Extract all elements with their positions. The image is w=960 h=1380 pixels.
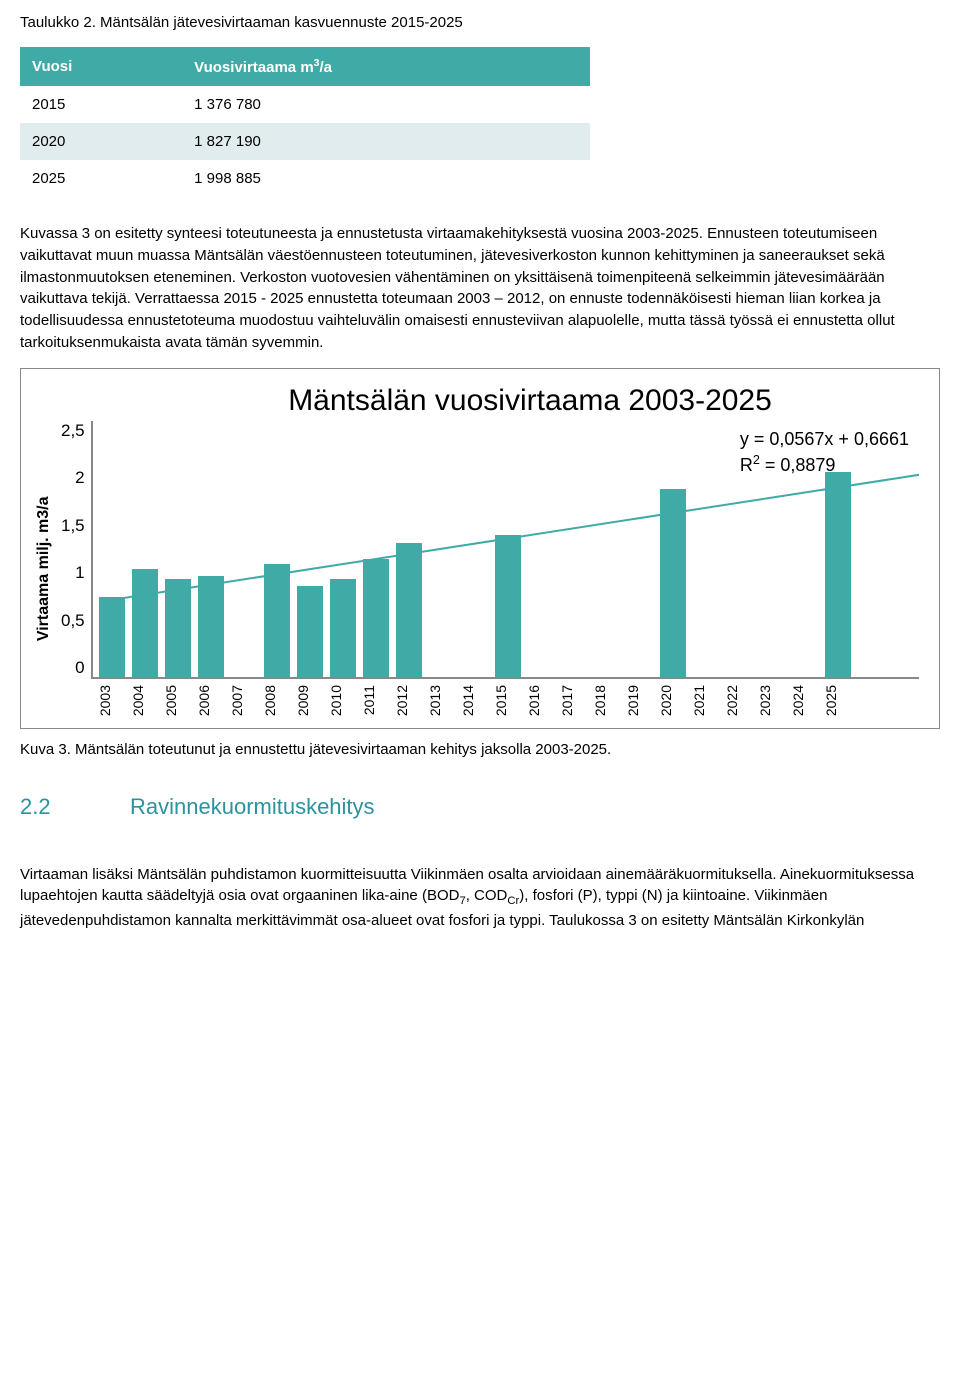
x-tick: 2015 — [493, 685, 519, 716]
trend-r2: R2 = 0,8879 — [740, 455, 836, 475]
chart-bar — [165, 579, 191, 676]
chart-bar — [297, 586, 323, 676]
chart-plot-area: y = 0,0567x + 0,6661 R2 = 0,8879 — [91, 421, 919, 679]
table-header-year: Vuosi — [20, 47, 182, 86]
table-row: 20251 998 885 — [20, 160, 590, 197]
trend-equation: y = 0,0567x + 0,6661 — [740, 429, 909, 449]
data-table: Vuosi Vuosivirtaama m3/a 20151 376 78020… — [20, 47, 590, 197]
chart-trend-annotation: y = 0,0567x + 0,6661 R2 = 0,8879 — [740, 427, 909, 478]
x-tick: 2017 — [559, 685, 585, 716]
x-tick: 2024 — [790, 685, 816, 716]
x-tick: 2012 — [394, 685, 420, 716]
figure-caption: Kuva 3. Mäntsälän toteutunut ja ennustet… — [20, 741, 940, 758]
chart-y-axis-label: Virtaama milj. m3/a — [31, 421, 57, 716]
chart-bar — [198, 576, 224, 676]
x-tick: 2014 — [460, 685, 486, 716]
x-tick: 2018 — [592, 685, 618, 716]
chart-x-ticks: 2003 2004 2005 2006 2007 2008 2009 2010 2011 2012… — [91, 685, 919, 716]
chart-bar — [660, 489, 686, 676]
table-cell-year: 2015 — [20, 86, 182, 123]
chart-bar — [132, 569, 158, 677]
x-tick: 2008 — [262, 685, 288, 716]
chart-y-ticks: 2,5 2 1,5 1 0,5 0 — [57, 421, 91, 679]
chart-bar — [99, 597, 125, 677]
x-tick: 2016 — [526, 685, 552, 716]
y-tick: 2 — [61, 468, 85, 488]
x-tick: 2003 — [97, 685, 123, 716]
x-tick: 2021 — [691, 685, 717, 716]
y-tick: 2,5 — [61, 421, 85, 441]
x-tick: 2011 — [361, 685, 387, 716]
y-tick: 0,5 — [61, 611, 85, 631]
chart-bar — [330, 579, 356, 676]
chart-bar — [363, 559, 389, 677]
table-cell-value: 1 998 885 — [182, 160, 590, 197]
table-caption: Taulukko 2. Mäntsälän jätevesivirtaaman … — [20, 12, 940, 33]
x-tick: 2025 — [823, 685, 849, 716]
body-paragraph-2: Virtaaman lisäksi Mäntsälän puhdistamon … — [20, 864, 940, 932]
chart-bar — [264, 564, 290, 677]
x-tick: 2009 — [295, 685, 321, 716]
x-tick: 2006 — [196, 685, 222, 716]
y-tick: 0 — [61, 658, 85, 678]
x-tick: 2019 — [625, 685, 651, 716]
y-tick: 1 — [61, 563, 85, 583]
chart-bar — [396, 543, 422, 676]
section-title: Ravinnekuormituskehitys — [130, 794, 375, 819]
chart-title: Mäntsälän vuosivirtaama 2003-2025 — [141, 383, 919, 419]
y-tick: 1,5 — [61, 516, 85, 536]
section-number: 2.2 — [20, 794, 130, 820]
chart-bar — [825, 472, 851, 677]
table-row: 20201 827 190 — [20, 123, 590, 160]
table-header-value: Vuosivirtaama m3/a — [182, 47, 590, 86]
table-cell-year: 2025 — [20, 160, 182, 197]
chart-container: Mäntsälän vuosivirtaama 2003-2025 Virtaa… — [20, 368, 940, 729]
x-tick: 2007 — [229, 685, 255, 716]
table-row: 20151 376 780 — [20, 86, 590, 123]
chart-bar — [495, 535, 521, 676]
x-tick: 2004 — [130, 685, 156, 716]
table-cell-year: 2020 — [20, 123, 182, 160]
x-tick: 2005 — [163, 685, 189, 716]
x-tick: 2023 — [757, 685, 783, 716]
x-tick: 2010 — [328, 685, 354, 716]
x-tick: 2020 — [658, 685, 684, 716]
x-tick: 2022 — [724, 685, 750, 716]
section-heading: 2.2Ravinnekuormituskehitys — [20, 794, 940, 820]
body-paragraph-1: Kuvassa 3 on esitetty synteesi toteutune… — [20, 223, 940, 354]
table-cell-value: 1 376 780 — [182, 86, 590, 123]
table-body: 20151 376 78020201 827 19020251 998 885 — [20, 86, 590, 197]
table-cell-value: 1 827 190 — [182, 123, 590, 160]
x-tick: 2013 — [427, 685, 453, 716]
